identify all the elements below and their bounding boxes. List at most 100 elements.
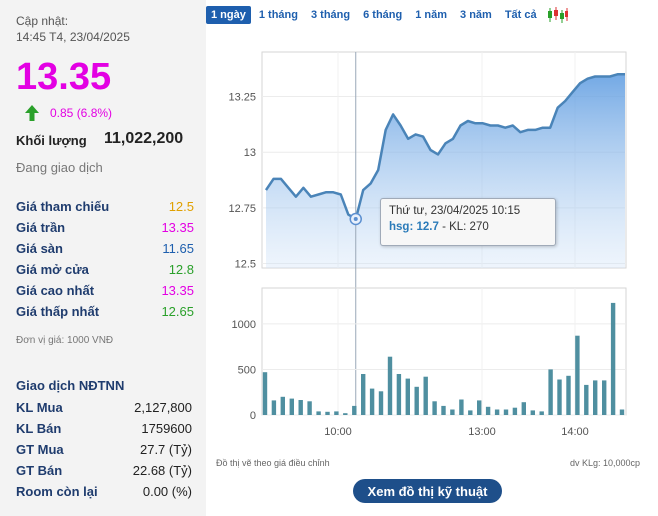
volume-tick-label: 500: [238, 364, 256, 376]
row-foreign-buy-value: GT Mua 27.7 (Tỷ): [16, 442, 192, 462]
volume-bar: [325, 411, 330, 415]
tooltip-hsg-value: 12.7: [416, 221, 439, 233]
price-unit-note: Đơn vị giá: 1000 VNĐ: [16, 335, 114, 346]
open-price-label: Giá mở cửa: [16, 262, 89, 277]
x-tick-label: 14:00: [561, 426, 589, 438]
row-reference-price: Giá tham chiếu 12.5: [16, 199, 194, 219]
volume-bar: [619, 409, 625, 415]
ceiling-price-value: 13.35: [161, 220, 194, 235]
high-price-value: 13.35: [161, 283, 194, 298]
volume-plot: [262, 302, 625, 415]
up-arrow-icon: [25, 105, 39, 121]
volume-bar: [602, 380, 607, 415]
volume-bar: [450, 409, 455, 415]
volume-bar: [566, 375, 571, 415]
volume-bar: [503, 409, 509, 415]
tab-1-day[interactable]: 1 ngày: [206, 6, 251, 24]
volume-bar: [369, 388, 375, 415]
foreign-sell-value-label: GT Bán: [16, 463, 63, 478]
price-tick-label: 12.75: [228, 203, 256, 215]
updated-label: Cập nhật:: [16, 14, 69, 28]
volume-bar: [432, 401, 437, 415]
period-tabs: 1 ngày 1 tháng 3 tháng 6 tháng 1 năm 3 n…: [206, 4, 569, 26]
row-open-price: Giá mở cửa 12.8: [16, 262, 194, 282]
x-tick-label: 10:00: [324, 426, 352, 438]
volume-bar: [280, 396, 285, 415]
volume-bar: [539, 411, 544, 415]
volume-bar: [575, 335, 580, 415]
change-value: 0.85 (6.8%): [50, 106, 113, 120]
tooltip-values: hsg: 12.7 - KL: 270: [389, 221, 547, 233]
volume-value: 11,022,200: [104, 130, 184, 147]
volume-bar: [378, 391, 384, 415]
trading-status: Đang giao dịch: [16, 160, 103, 175]
tab-6-months[interactable]: 6 tháng: [363, 9, 403, 21]
tab-3-months[interactable]: 3 tháng: [310, 9, 351, 21]
high-price-label: Giá cao nhất: [16, 283, 95, 298]
row-room-remaining: Room còn lại 0.00 (%): [16, 484, 192, 504]
foreign-trading-title: Giao dịch NĐTNN: [16, 378, 125, 393]
price-tick-label: 13.25: [228, 92, 256, 104]
updated-time: 14:45 T4, 23/04/2025: [16, 30, 130, 44]
volume-bar: [512, 407, 518, 415]
volume-bar: [343, 413, 348, 415]
row-foreign-sell-value: GT Bán 22.68 (Tỷ): [16, 463, 192, 483]
volume-unit-note: dv KLg: 10,000cp: [569, 458, 640, 468]
foreign-buy-volume-label: KL Mua: [16, 400, 63, 415]
floor-price-value: 11.65: [162, 241, 194, 256]
tab-1-month[interactable]: 1 tháng: [258, 9, 298, 21]
volume-bar: [494, 409, 500, 415]
candlestick-chart-icon[interactable]: [547, 6, 569, 24]
volume-bar: [352, 405, 357, 415]
volume-bar: [414, 386, 419, 415]
volume-bar: [423, 376, 428, 415]
volume-bar: [298, 400, 303, 415]
volume-bar: [316, 411, 321, 415]
price-tick-label: 13: [244, 147, 256, 159]
foreign-sell-volume-value: 1759600: [141, 421, 192, 436]
volume-label: Khối lượng: [16, 133, 87, 148]
volume-panel-frame: [261, 287, 627, 416]
floor-price-label: Giá sàn: [16, 241, 63, 256]
price-tick-label: 12.5: [235, 259, 256, 271]
foreign-buy-volume-value: 2,127,800: [134, 400, 192, 415]
tooltip-volume: - KL: 270: [442, 221, 489, 233]
volume-bar: [405, 378, 410, 415]
open-price-value: 12.8: [168, 262, 194, 277]
volume-grid: 0 500 1000: [232, 287, 627, 422]
adjusted-price-note: Đồ thị vẽ theo giá điều chỉnh: [216, 458, 330, 468]
volume-bar: [387, 356, 393, 415]
tab-all[interactable]: Tất cả: [504, 9, 537, 21]
volume-tick-label: 1000: [232, 319, 256, 331]
foreign-sell-volume-label: KL Bán: [16, 421, 62, 436]
volume-bar: [548, 369, 553, 415]
room-remaining-value: 0.00 (%): [142, 484, 192, 499]
volume-bar: [307, 401, 312, 415]
tab-1-year[interactable]: 1 năm: [415, 9, 448, 21]
volume-bar: [530, 410, 535, 415]
volume-bar: [396, 374, 402, 415]
volume-bar: [485, 406, 491, 415]
low-price-value: 12.65: [161, 304, 194, 319]
volume-bar: [610, 302, 616, 415]
row-high-price: Giá cao nhất 13.35: [16, 283, 194, 303]
foreign-sell-value-value: 22.68 (Tỷ): [132, 463, 192, 478]
volume-bar: [521, 402, 526, 415]
tab-3-years[interactable]: 3 năm: [460, 9, 492, 21]
price-line: [264, 73, 625, 221]
reference-price-label: Giá tham chiếu: [16, 199, 110, 214]
volume-bar: [334, 411, 339, 415]
x-tick-label: 13:00: [468, 426, 496, 438]
technical-chart-button[interactable]: Xem đồ thị kỹ thuật: [353, 479, 502, 503]
volume-bar: [584, 384, 589, 415]
price-change: 0.85 (6.8%): [24, 104, 112, 122]
volume-bar: [459, 399, 464, 415]
volume-bar: [593, 380, 598, 415]
volume-bar: [289, 398, 294, 415]
volume-bar: [361, 374, 366, 415]
tooltip-title: Thứ tư, 23/04/2025 10:15: [389, 205, 521, 217]
ceiling-price-label: Giá trần: [16, 220, 66, 235]
volume-bar: [271, 400, 277, 415]
volume-bar: [557, 379, 562, 415]
current-price: 13.35: [16, 56, 112, 98]
